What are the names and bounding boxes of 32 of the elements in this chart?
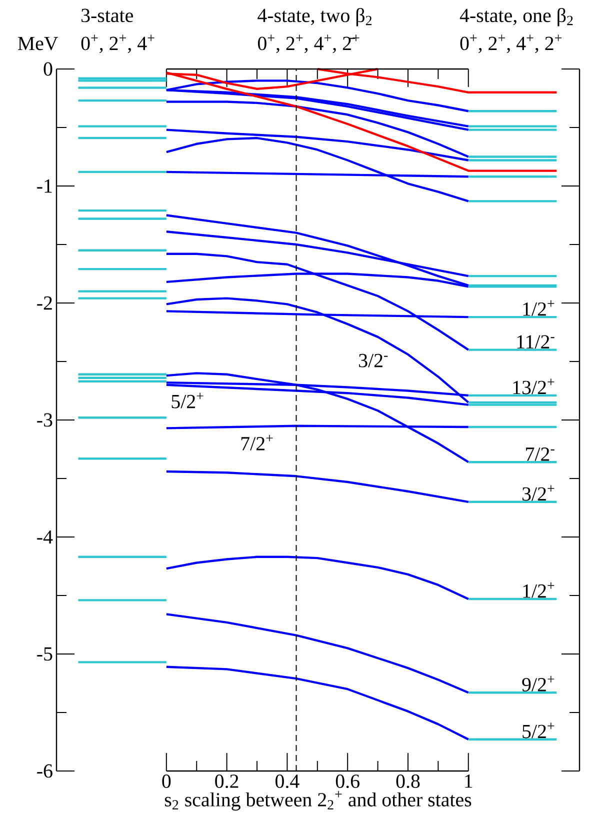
x-tick-label: 0 — [162, 774, 171, 788]
text: 4-state, one β$_{2}$ — [460, 8, 573, 26]
y-tick-label: -2 — [37, 296, 52, 310]
annotation: 3/2$^{-}$ — [359, 354, 388, 368]
y-tick-label: -1 — [37, 179, 52, 193]
text: 0$^{+}$, 2$^{+}$, 4$^{+}$, 2$^{+}$ — [460, 34, 562, 54]
chart-title: 4-state, two β$_{2}$ — [258, 8, 372, 26]
x-tick-label: 0.4 — [276, 774, 300, 788]
text: 3-state — [82, 8, 133, 22]
annotation: 1/2$^{+}$ — [523, 582, 554, 598]
y-axis-title: MeV — [18, 36, 58, 50]
y-tick-label: -6 — [37, 764, 52, 778]
y-tick-label: -3 — [37, 413, 52, 427]
annotation: 7/2$^{+}$ — [241, 434, 273, 450]
chart-subtitle: 0$^{+}$, 2$^{+}$, 4$^{+}$, 2̄$^{+}$ — [258, 34, 360, 54]
y-tick-label: -4 — [37, 530, 53, 544]
annotation: 5/2$^{+}$ — [522, 722, 554, 738]
annotation: 13/2$^{+}$ — [513, 378, 554, 394]
x-axis-title: s$_{2}$ scaling between 2$_{2}$$^{+}$ and other states — [164, 790, 472, 811]
annotation: 9/2$^{+}$ — [522, 676, 554, 692]
annotation: 5/2$^{+}$ — [172, 392, 204, 408]
annotation: 7/2$^{-}$ — [526, 448, 554, 461]
y-tick-label: 0 — [44, 62, 52, 76]
x-tick-label: 0.6 — [336, 774, 360, 788]
x-tick-label: 0.8 — [396, 774, 420, 788]
annotation: 1/2$^{+}$ — [523, 300, 554, 316]
text: 0$^{+}$, 2$^{+}$, 4$^{+}$ — [81, 34, 154, 54]
x-tick-label: 1 — [465, 774, 472, 788]
y-tick-label: -5 — [37, 647, 52, 661]
annotation: 3/2$^{+}$ — [522, 485, 554, 501]
annotation: 11/2$^{-}$ — [517, 335, 554, 349]
x-tick-label: 0.2 — [215, 774, 238, 788]
